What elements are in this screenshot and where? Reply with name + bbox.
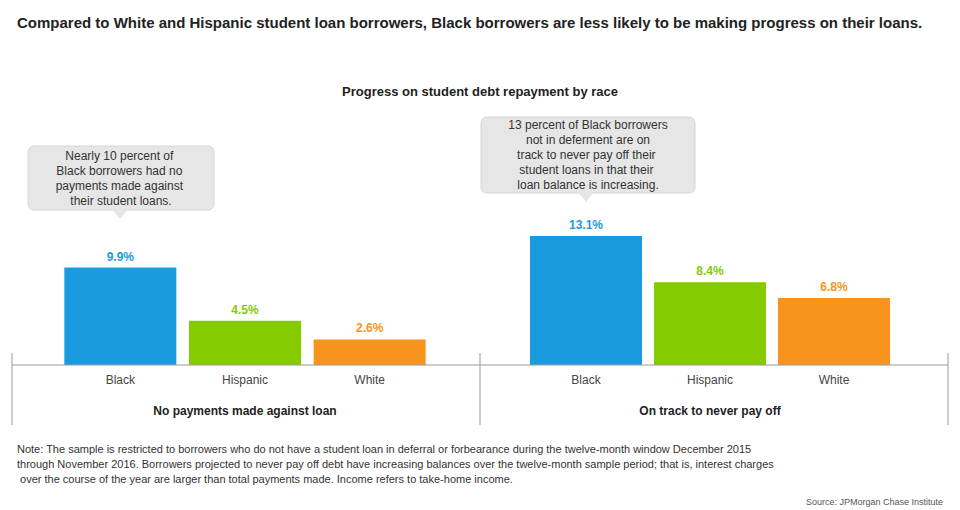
- svg-text:On track to never pay off: On track to never pay off: [639, 404, 781, 418]
- svg-text:8.4%: 8.4%: [696, 264, 724, 278]
- svg-text:Hispanic: Hispanic: [222, 373, 268, 387]
- svg-text:White: White: [354, 373, 385, 387]
- svg-text:White: White: [819, 373, 850, 387]
- svg-text:track to never pay off their: track to never pay off their: [517, 148, 659, 162]
- svg-text:Black borrowers had no: Black borrowers had no: [56, 164, 185, 178]
- svg-text:4.5%: 4.5%: [231, 303, 259, 317]
- svg-text:through November 2016. Borrowe: through November 2016. Borrowers project…: [17, 458, 774, 470]
- svg-text:payments made against: payments made against: [56, 179, 187, 193]
- svg-text:6.8%: 6.8%: [820, 280, 848, 294]
- svg-text:Black: Black: [106, 373, 136, 387]
- svg-text:Source: JPMorgan Chase Institu: Source: JPMorgan Chase Institute: [806, 497, 943, 507]
- svg-text:13.1%: 13.1%: [569, 218, 603, 232]
- svg-text:Progress on student debt repay: Progress on student debt repayment by ra…: [342, 84, 618, 99]
- svg-text:not in deferment are on: not in deferment are on: [523, 133, 654, 147]
- svg-text:Note: The sample is restricted: Note: The sample is restricted to borrow…: [17, 443, 754, 455]
- svg-text:Hispanic: Hispanic: [687, 373, 733, 387]
- svg-text:9.9%: 9.9%: [107, 250, 135, 264]
- svg-text:student loans in that their: student loans in that their: [519, 163, 656, 177]
- svg-text:their student loans.: their student loans.: [70, 194, 171, 208]
- svg-text:2.6%: 2.6%: [356, 321, 384, 335]
- svg-text:loan balance is increasing.: loan balance is increasing.: [517, 178, 658, 192]
- svg-text:Compared to White and Hispanic: Compared to White and Hispanic student l…: [17, 14, 922, 31]
- svg-text:Nearly 10 percent of: Nearly 10 percent of: [65, 149, 176, 163]
- svg-text:No payments made against loan: No payments made against loan: [153, 404, 336, 418]
- svg-text:13 percent of Black borrowers: 13 percent of Black borrowers: [508, 118, 667, 132]
- svg-text:over the course of the year ar: over the course of the year are larger t…: [17, 473, 513, 485]
- svg-text:Black: Black: [571, 373, 601, 387]
